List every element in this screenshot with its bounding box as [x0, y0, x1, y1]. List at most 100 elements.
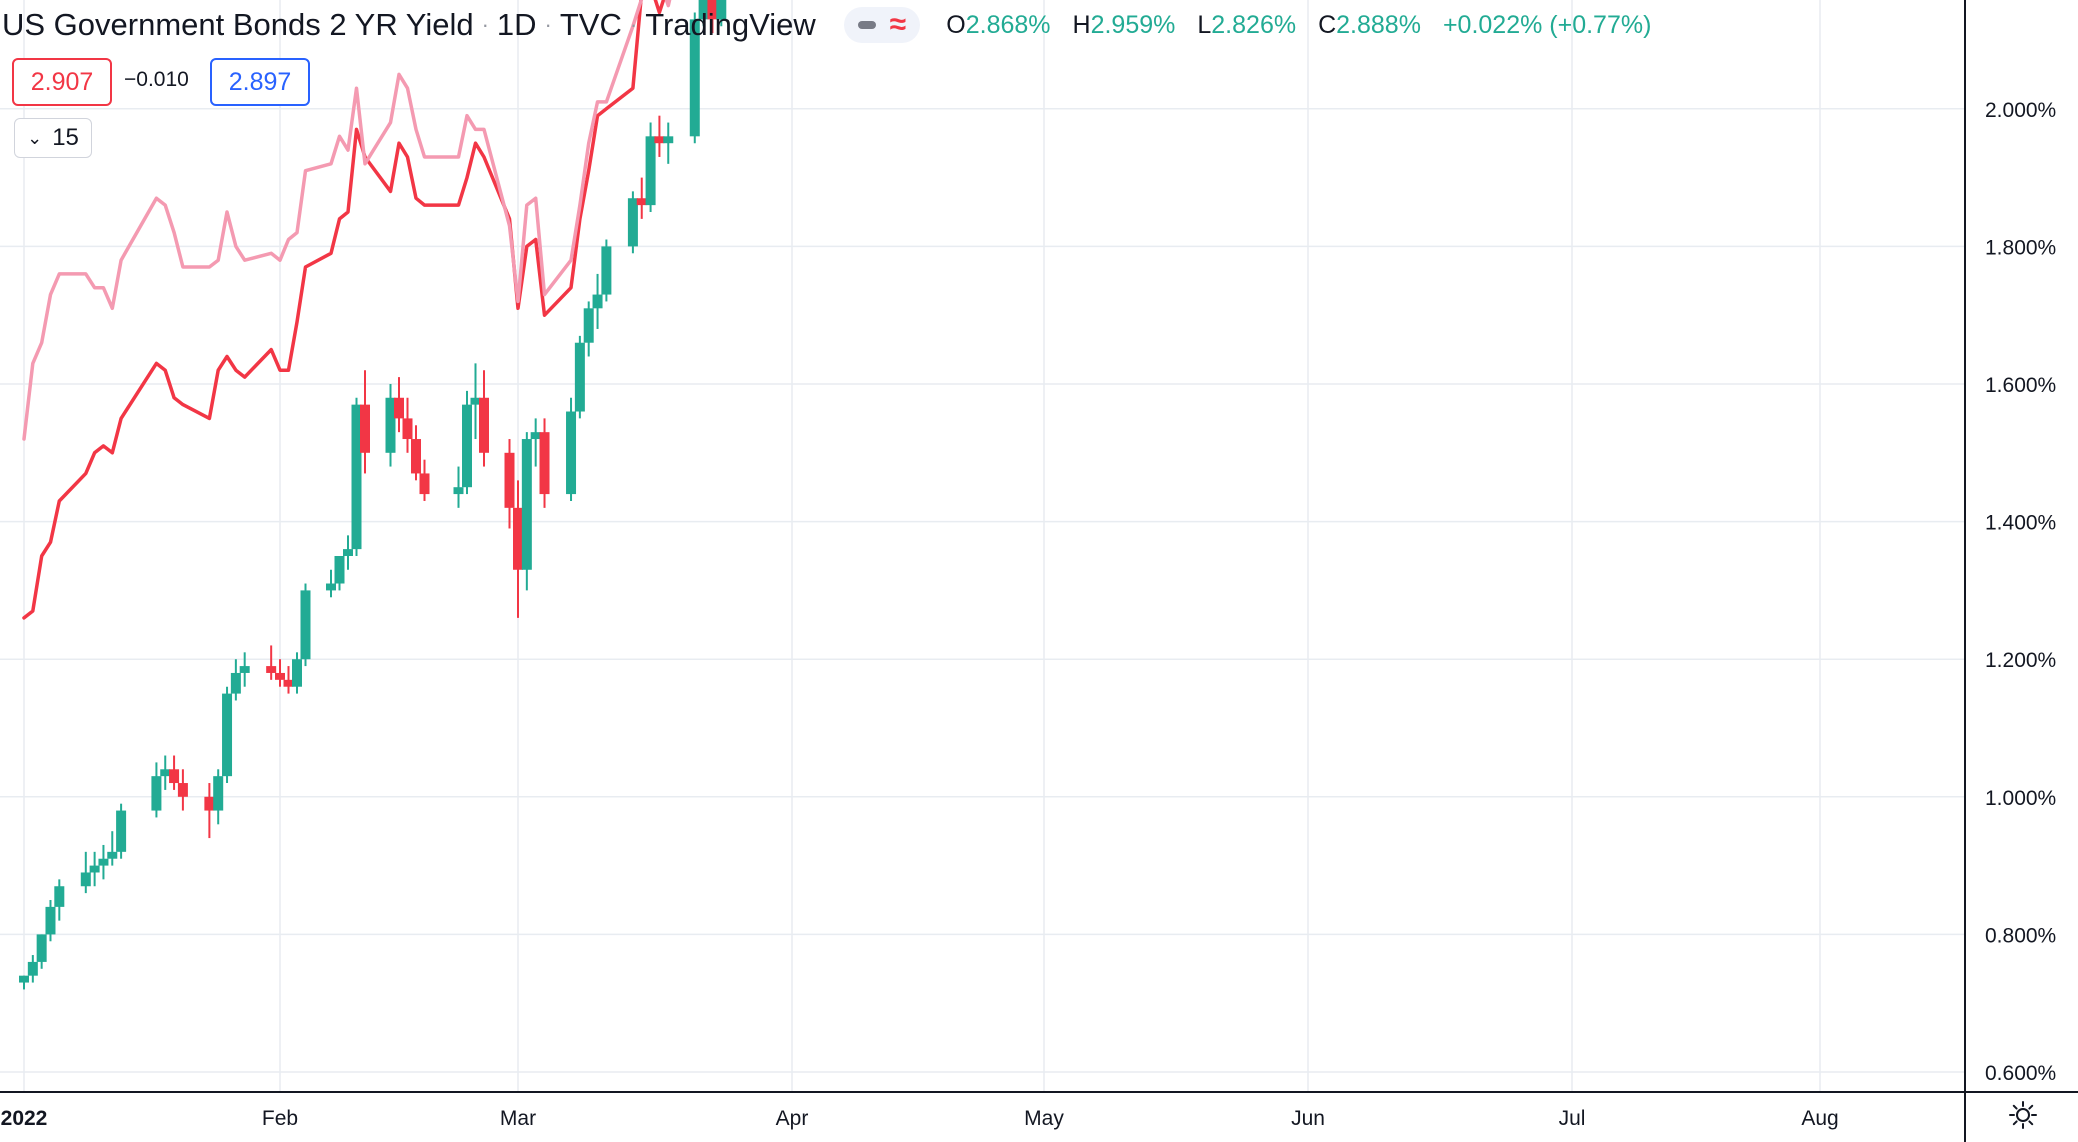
ohlc-open: O2.868% [946, 10, 1051, 39]
candle-body [663, 136, 674, 144]
y-axis-tick-label: 1.600% [1985, 374, 2056, 397]
collapse-indicators-button[interactable]: ⌄ 15 [14, 118, 92, 158]
candle-body [36, 934, 47, 962]
candle-body [177, 783, 188, 797]
candle-body [530, 432, 541, 440]
y-axis-tick-label: 0.600% [1985, 1062, 2056, 1085]
candle-body [54, 886, 65, 907]
candle-body [343, 549, 353, 556]
candle-body [521, 439, 532, 570]
candle-body [19, 975, 29, 983]
spread-value: −0.010 [124, 68, 189, 91]
candle-body [513, 507, 523, 570]
line-series-us05y [22, 0, 666, 620]
candle-body [470, 397, 481, 405]
exchange-label: TVC [559, 7, 622, 42]
candle-body [707, 0, 718, 20]
y-axis-tick-label: 0.800% [1985, 924, 2056, 947]
candle-body [479, 397, 489, 453]
candle-body [453, 487, 464, 495]
y-axis-tick-label: 1.800% [1985, 236, 2056, 259]
candle-body [151, 776, 162, 811]
separator-dot: · [544, 12, 552, 37]
candle-body [411, 439, 421, 474]
x-axis-tick-label: Jul [1559, 1107, 1586, 1130]
ohlc-change: +0.022% (+0.77%) [1442, 10, 1652, 39]
x-axis-tick-label: Aug [1801, 1107, 1838, 1130]
candle-body [213, 776, 224, 811]
chart-legend-header: US Government Bonds 2 YR Yield · 1D · TV… [0, 0, 1651, 50]
candle-body [275, 672, 285, 680]
candle-body [326, 583, 336, 591]
ohlc-high: H2.959% [1072, 10, 1176, 39]
candle-body [654, 136, 665, 144]
buy-button[interactable]: 2.897 [210, 58, 310, 106]
candle-body [419, 473, 430, 495]
sell-button[interactable]: 2.907 [12, 58, 112, 106]
compare-dash-icon [857, 21, 876, 29]
separator-dot: · [629, 12, 638, 37]
candle-body [716, 0, 727, 20]
candle-body [504, 452, 515, 508]
timeframe-label[interactable]: 1D [496, 7, 537, 42]
candle-body [360, 404, 370, 453]
candle-body [98, 858, 109, 866]
candle-body [334, 556, 345, 584]
chart-grid [0, 0, 1965, 1092]
candle-body [80, 872, 91, 887]
candle-body [645, 136, 656, 206]
x-axis-tick-label: Jun [1291, 1107, 1325, 1130]
candle-body [402, 418, 413, 440]
candle-body [566, 411, 577, 495]
candle-body [385, 397, 396, 453]
candle-body [160, 769, 171, 777]
candle-body [394, 397, 404, 419]
candle-body [574, 342, 585, 412]
candle-body [636, 198, 647, 206]
candle-body [204, 796, 215, 811]
separator-dot: · [481, 12, 489, 37]
x-axis-tick-label: 2022 [1, 1107, 48, 1130]
source-label: TradingView [645, 7, 816, 42]
candlestick-series-us02y [19, 0, 727, 990]
candle-body [266, 666, 277, 673]
candle-body [107, 851, 118, 859]
x-axis-tick-label: Feb [262, 1107, 298, 1130]
ohlc-close: C2.888% [1318, 10, 1421, 39]
candle-body [627, 198, 638, 247]
chevron-down-icon: ⌄ [27, 127, 43, 148]
y-axis-tick-label: 1.400% [1985, 512, 2056, 535]
compare-toggle[interactable]: ≈ [843, 7, 921, 43]
candle-body [27, 961, 38, 976]
settings-gear-icon[interactable] [2008, 1100, 2038, 1130]
candle-body [89, 865, 100, 873]
candle-body [292, 659, 302, 687]
ohlc-readout: O2.868% H2.959% L2.826% C2.888% +0.022% … [946, 11, 1651, 40]
candle-body [539, 432, 550, 495]
x-axis-tick-label: May [1024, 1107, 1064, 1130]
x-axis-tick-label: Apr [776, 1107, 809, 1130]
line-series-us10y [22, 0, 672, 441]
candle-body [45, 906, 56, 935]
candle-body [116, 810, 127, 852]
candle-body [230, 672, 241, 694]
x-axis-tick-label: Mar [500, 1107, 536, 1130]
candle-body [239, 666, 250, 673]
indicator-count: 15 [52, 124, 79, 151]
candle-body [689, 19, 700, 137]
ohlc-low: L2.826% [1197, 10, 1297, 39]
candle-body [351, 404, 362, 550]
compare-approx-icon: ≈ [889, 8, 907, 41]
candle-body [462, 404, 472, 488]
y-axis-tick-label: 1.000% [1985, 787, 2056, 810]
candle-body [698, 0, 709, 20]
symbol-title[interactable]: US Government Bonds 2 YR Yield [2, 7, 474, 42]
y-axis-tick-label: 1.200% [1985, 649, 2056, 672]
candle-body [583, 308, 594, 343]
y-axis-tick-label: 2.000% [1985, 99, 2056, 122]
candle-body [222, 693, 233, 777]
candle-body [169, 769, 180, 784]
candle-body [601, 246, 612, 295]
